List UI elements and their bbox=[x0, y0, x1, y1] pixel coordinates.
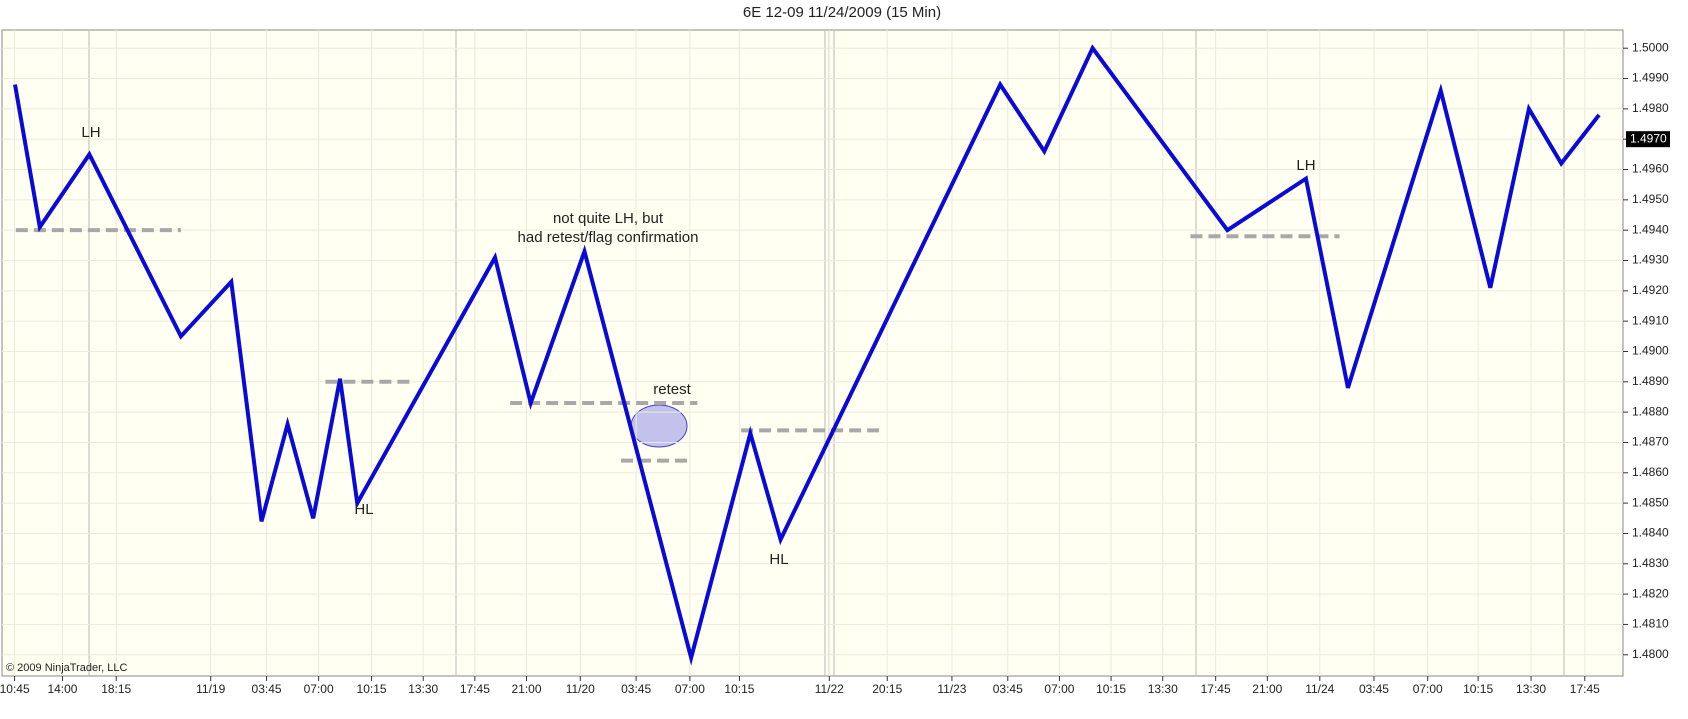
chart-title: 6E 12-09 11/24/2009 (15 Min) bbox=[743, 4, 941, 21]
x-tick-label: 07:00 bbox=[1413, 682, 1443, 696]
x-tick-label: 11/22 bbox=[815, 682, 844, 696]
annotation: retest bbox=[653, 381, 691, 398]
x-tick-label: 10:15 bbox=[357, 682, 387, 696]
y-tick-label: 1.4900 bbox=[1632, 344, 1669, 358]
x-tick-label: 17:45 bbox=[460, 682, 490, 696]
x-tick-label: 21:00 bbox=[1252, 682, 1282, 696]
x-tick-label: 03:45 bbox=[1359, 682, 1389, 696]
x-tick-label: 07:00 bbox=[675, 682, 705, 696]
y-tick-label: 1.4980 bbox=[1632, 101, 1669, 115]
x-tick-label: 07:00 bbox=[1044, 682, 1074, 696]
x-tick-label: 10:15 bbox=[724, 682, 754, 696]
y-tick-label: 1.4840 bbox=[1632, 526, 1669, 540]
x-tick-label: 13:30 bbox=[1148, 682, 1178, 696]
y-tick-label: 1.5000 bbox=[1632, 40, 1669, 54]
x-tick-label: 03:45 bbox=[252, 682, 282, 696]
annotation: HL bbox=[354, 501, 373, 518]
annotation: LH bbox=[1296, 157, 1315, 174]
x-tick-label: 17:45 bbox=[1201, 682, 1231, 696]
x-tick-label: 11/24 bbox=[1305, 682, 1334, 696]
y-tick-label: 1.4800 bbox=[1632, 647, 1669, 661]
y-tick-label: 1.4920 bbox=[1632, 283, 1669, 297]
zigzag-line bbox=[13, 44, 1601, 666]
annotation: not quite LH, but bbox=[553, 210, 664, 227]
annotation: HL bbox=[769, 551, 788, 568]
x-tick-label: 11/19 bbox=[196, 682, 225, 696]
plot-area bbox=[1, 29, 1624, 677]
x-tick-label: 03:45 bbox=[621, 682, 651, 696]
y-tick-label: 1.4810 bbox=[1632, 617, 1669, 631]
y-tick-label: 1.4940 bbox=[1632, 222, 1669, 236]
x-tick-label: 17:45 bbox=[1570, 682, 1600, 696]
y-tick-label: 1.4870 bbox=[1632, 435, 1669, 449]
retest-highlight bbox=[630, 404, 688, 448]
x-tick-label: 10:15 bbox=[1463, 682, 1493, 696]
last-price-label: 1.4970 bbox=[1630, 131, 1667, 145]
y-tick-label: 1.4890 bbox=[1632, 374, 1669, 388]
x-tick-label: 20:15 bbox=[872, 682, 902, 696]
last-price-box bbox=[1626, 131, 1670, 148]
y-tick-label: 1.4850 bbox=[1632, 495, 1669, 509]
y-tick-label: 1.4930 bbox=[1632, 253, 1669, 267]
y-tick-label: 1.4860 bbox=[1632, 465, 1669, 479]
x-tick-label: 03:45 bbox=[993, 682, 1023, 696]
y-tick-label: 1.4990 bbox=[1632, 71, 1669, 85]
x-tick-label: 07:00 bbox=[304, 682, 334, 696]
y-tick-label: 1.4910 bbox=[1632, 313, 1669, 327]
y-tick-label: 1.4820 bbox=[1632, 586, 1669, 600]
x-tick-label: 11/20 bbox=[566, 682, 595, 696]
x-tick-label: 14:00 bbox=[47, 682, 77, 696]
x-tick-label: 13:30 bbox=[408, 682, 438, 696]
x-tick-label: 10:15 bbox=[1096, 682, 1126, 696]
y-tick-label: 1.4960 bbox=[1632, 162, 1669, 176]
x-tick-label: 11/23 bbox=[937, 682, 966, 696]
y-tick-label: 1.4950 bbox=[1632, 192, 1669, 206]
copyright: © 2009 NinjaTrader, LLC bbox=[6, 662, 127, 674]
x-tick-label: 18:15 bbox=[101, 682, 131, 696]
x-tick-label: 13:30 bbox=[1516, 682, 1546, 696]
annotation: had retest/flag confirmation bbox=[518, 229, 699, 246]
annotation: LH bbox=[81, 124, 100, 141]
x-tick-label: 21:00 bbox=[511, 682, 541, 696]
y-tick-label: 1.4830 bbox=[1632, 556, 1669, 570]
y-tick-label: 1.4880 bbox=[1632, 404, 1669, 418]
x-tick-label: 10:45 bbox=[0, 682, 30, 696]
